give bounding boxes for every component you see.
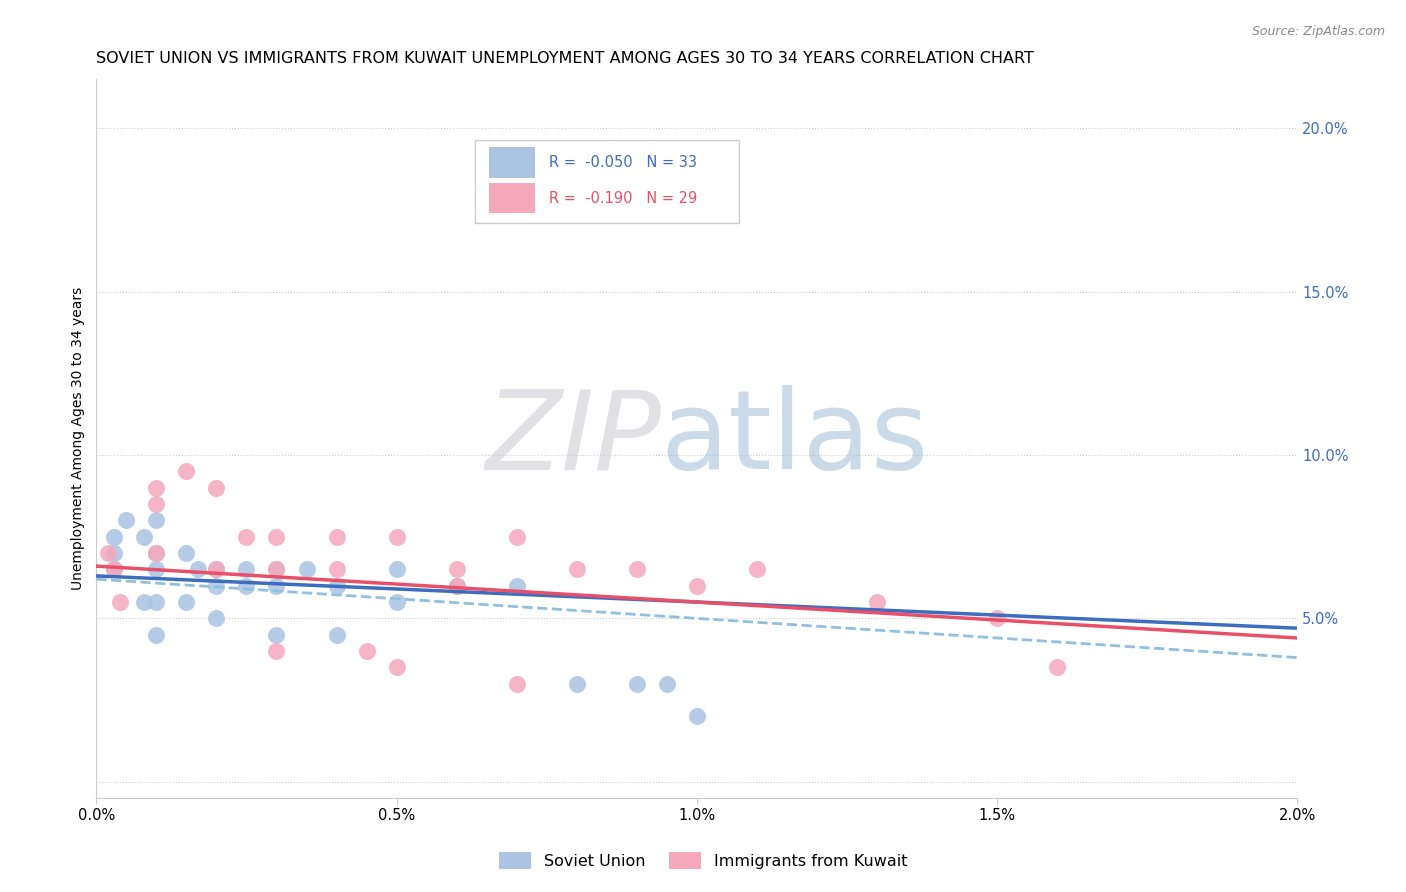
- Point: [266, 562, 288, 576]
- Point: [565, 677, 588, 691]
- Point: [103, 530, 125, 544]
- Point: [97, 546, 120, 560]
- Point: [446, 579, 468, 593]
- Point: [325, 579, 347, 593]
- Point: [103, 562, 125, 576]
- Point: [565, 562, 588, 576]
- Point: [134, 595, 156, 609]
- Point: [145, 628, 167, 642]
- Text: SOVIET UNION VS IMMIGRANTS FROM KUWAIT UNEMPLOYMENT AMONG AGES 30 TO 34 YEARS CO: SOVIET UNION VS IMMIGRANTS FROM KUWAIT U…: [97, 51, 1035, 66]
- Point: [385, 562, 408, 576]
- Point: [266, 644, 288, 658]
- Point: [145, 562, 167, 576]
- Point: [103, 562, 125, 576]
- Point: [385, 595, 408, 609]
- Point: [295, 562, 318, 576]
- Point: [356, 644, 378, 658]
- Point: [446, 562, 468, 576]
- Point: [176, 546, 198, 560]
- Point: [745, 562, 768, 576]
- Point: [110, 595, 132, 609]
- Text: R =  -0.190   N = 29: R = -0.190 N = 29: [550, 191, 697, 205]
- Text: R =  -0.050   N = 33: R = -0.050 N = 33: [550, 155, 697, 170]
- Point: [325, 562, 347, 576]
- Text: atlas: atlas: [661, 385, 929, 492]
- FancyBboxPatch shape: [489, 147, 534, 178]
- Point: [686, 709, 709, 723]
- Point: [1046, 660, 1069, 674]
- Point: [145, 546, 167, 560]
- Point: [187, 562, 209, 576]
- Point: [145, 513, 167, 527]
- Point: [115, 513, 138, 527]
- Point: [205, 611, 228, 625]
- Point: [505, 677, 527, 691]
- Point: [205, 579, 228, 593]
- Point: [626, 677, 648, 691]
- Point: [235, 562, 257, 576]
- Point: [626, 562, 648, 576]
- Point: [505, 530, 527, 544]
- Point: [134, 530, 156, 544]
- Point: [655, 677, 678, 691]
- Point: [266, 579, 288, 593]
- Point: [266, 562, 288, 576]
- Point: [176, 595, 198, 609]
- Point: [505, 579, 527, 593]
- FancyBboxPatch shape: [475, 140, 740, 223]
- Point: [866, 595, 889, 609]
- Point: [235, 530, 257, 544]
- Point: [145, 595, 167, 609]
- Point: [266, 628, 288, 642]
- Point: [205, 562, 228, 576]
- Point: [176, 464, 198, 478]
- Point: [103, 546, 125, 560]
- Text: Source: ZipAtlas.com: Source: ZipAtlas.com: [1251, 25, 1385, 38]
- Point: [686, 579, 709, 593]
- Y-axis label: Unemployment Among Ages 30 to 34 years: Unemployment Among Ages 30 to 34 years: [72, 287, 86, 591]
- Point: [145, 497, 167, 511]
- Text: ZIP: ZIP: [485, 385, 661, 492]
- Point: [986, 611, 1008, 625]
- Point: [266, 530, 288, 544]
- Point: [205, 481, 228, 495]
- Point: [145, 481, 167, 495]
- Point: [385, 660, 408, 674]
- Point: [235, 579, 257, 593]
- Point: [145, 546, 167, 560]
- Point: [325, 530, 347, 544]
- Point: [385, 530, 408, 544]
- Legend: Soviet Union, Immigrants from Kuwait: Soviet Union, Immigrants from Kuwait: [492, 846, 914, 875]
- Point: [205, 562, 228, 576]
- Point: [325, 628, 347, 642]
- Point: [446, 579, 468, 593]
- FancyBboxPatch shape: [489, 183, 534, 213]
